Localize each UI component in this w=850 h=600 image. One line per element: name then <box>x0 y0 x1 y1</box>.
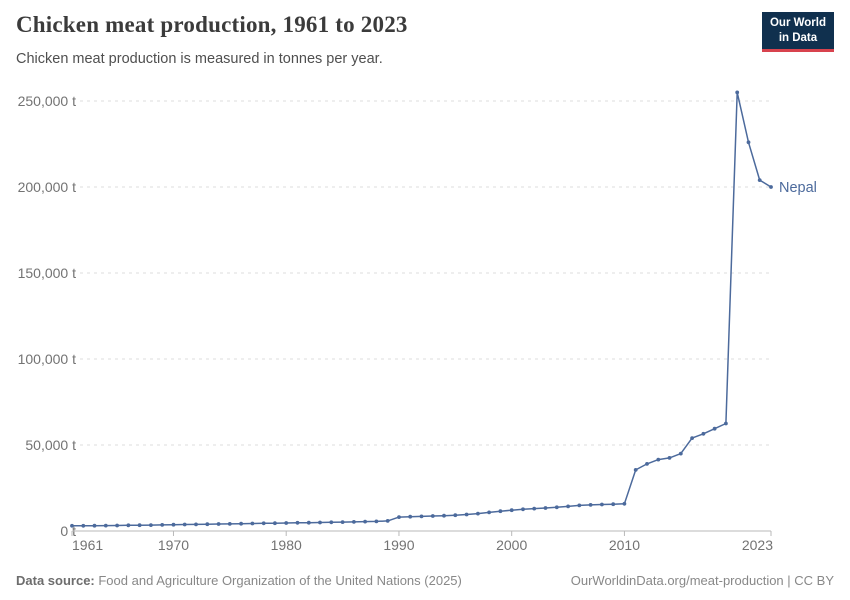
data-point <box>532 506 537 511</box>
data-point <box>374 519 379 524</box>
data-point <box>419 514 424 519</box>
owid-logo: Our World in Data <box>761 12 834 52</box>
data-point <box>306 520 311 525</box>
data-point <box>103 523 108 528</box>
chart-subtitle: Chicken meat production is measured in t… <box>16 51 383 67</box>
data-point <box>577 503 582 508</box>
data-point <box>227 522 232 526</box>
data-point <box>295 520 300 525</box>
x-axis-label: 1970 <box>158 537 189 553</box>
data-point <box>430 514 435 518</box>
data-point <box>137 523 142 528</box>
x-axis-label: 1980 <box>271 537 302 553</box>
data-point <box>182 522 187 527</box>
data-point <box>284 521 289 525</box>
data-point <box>633 468 638 472</box>
data-point <box>757 178 762 183</box>
y-axis-label: 150,000 t <box>18 265 76 281</box>
owid-logo-line2: in Data <box>778 31 818 44</box>
data-point <box>464 512 469 517</box>
data-point <box>70 523 74 528</box>
data-point <box>194 522 198 527</box>
data-point <box>566 504 570 509</box>
data-point <box>216 522 221 526</box>
x-axis-label: 1961 <box>72 537 103 553</box>
data-point <box>498 509 503 514</box>
y-axis-label: 100,000 t <box>18 351 76 367</box>
chart-footer: Data source: Food and Agriculture Organi… <box>0 573 850 588</box>
data-point <box>205 522 210 527</box>
data-point <box>397 515 401 519</box>
data-point <box>160 523 165 527</box>
y-axis-label: 200,000 t <box>18 179 76 195</box>
data-point <box>149 523 153 527</box>
data-source-label: Data source: <box>16 573 95 588</box>
data-point <box>690 436 694 440</box>
data-point <box>769 185 773 189</box>
data-point <box>115 523 119 528</box>
data-point <box>600 502 604 507</box>
data-point <box>611 502 616 507</box>
data-line <box>71 91 772 527</box>
data-point <box>712 426 717 431</box>
data-source-note: Data source: Food and Agriculture Organi… <box>16 573 462 588</box>
chart-title: Chicken meat production, 1961 to 2023 <box>16 12 408 37</box>
y-axis-label: 50,000 t <box>25 437 76 453</box>
y-axis-label: 250,000 t <box>18 93 76 109</box>
data-point <box>701 431 706 436</box>
data-source-text: Food and Agriculture Organization of the… <box>94 573 462 588</box>
data-point <box>724 421 728 426</box>
data-point <box>329 520 334 525</box>
data-point <box>340 520 345 524</box>
x-axis-label: 2010 <box>609 537 640 553</box>
data-point <box>442 513 446 518</box>
data-point <box>678 451 683 456</box>
data-point <box>667 456 672 460</box>
data-point <box>92 523 97 528</box>
x-axis-label: 2023 <box>742 537 773 553</box>
data-point <box>261 521 266 526</box>
data-point <box>622 501 627 506</box>
data-point <box>352 520 356 524</box>
data-point <box>453 513 458 518</box>
data-point <box>318 520 322 525</box>
data-point <box>656 457 661 462</box>
x-axis-label: 2000 <box>496 537 527 553</box>
data-point <box>81 523 86 528</box>
data-point <box>509 508 514 513</box>
data-point <box>521 507 525 512</box>
data-point <box>735 90 740 95</box>
data-point <box>408 514 413 519</box>
data-point <box>746 140 751 145</box>
data-point <box>543 506 548 510</box>
data-point <box>487 510 491 515</box>
x-axis-label: 1990 <box>383 537 414 553</box>
data-point <box>476 511 480 516</box>
data-point <box>273 521 277 526</box>
data-point <box>126 523 131 528</box>
data-point <box>250 521 255 526</box>
credit-note: OurWorldinData.org/meat-production | CC … <box>570 573 834 588</box>
data-point <box>554 505 559 510</box>
data-point <box>363 519 367 524</box>
data-point <box>645 462 649 466</box>
owid-logo-line1: Our World <box>769 17 826 29</box>
entity-label: Nepal <box>779 180 817 196</box>
data-point <box>588 503 593 507</box>
data-point <box>239 521 244 526</box>
data-point <box>385 519 390 523</box>
data-point <box>171 522 176 527</box>
